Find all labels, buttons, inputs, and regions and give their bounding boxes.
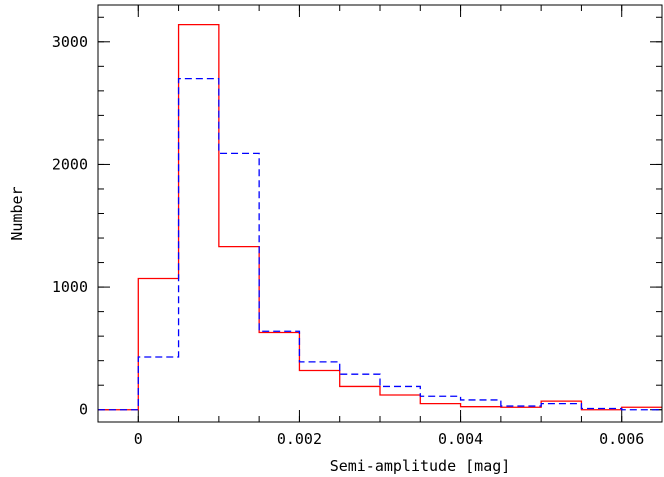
ticks-layer	[97, 5, 663, 422]
y-axis-label: Number	[8, 186, 26, 240]
series-solid-histogram	[98, 23, 662, 411]
plot-frame	[97, 4, 663, 423]
series-layer	[98, 23, 662, 411]
x-tick-label: 0	[134, 430, 143, 448]
y-tick-label: 3000	[52, 33, 88, 51]
series-dashed-histogram	[98, 77, 662, 411]
x-tick-label: 0.004	[438, 430, 483, 448]
series-solid-step-line	[98, 23, 662, 411]
x-tick-label: 0.006	[599, 430, 644, 448]
y-tick-label: 1000	[52, 278, 88, 296]
y-tick-label: 2000	[52, 155, 88, 173]
x-axis-label: Semi-amplitude [mag]	[330, 457, 511, 475]
labels-layer: 0 0.002 0.004 0.006 0 1000 2000 3000	[52, 33, 644, 448]
series-dashed-step-line	[98, 77, 662, 411]
x-tick-label: 0.002	[277, 430, 322, 448]
y-tick-label: 0	[79, 401, 88, 419]
